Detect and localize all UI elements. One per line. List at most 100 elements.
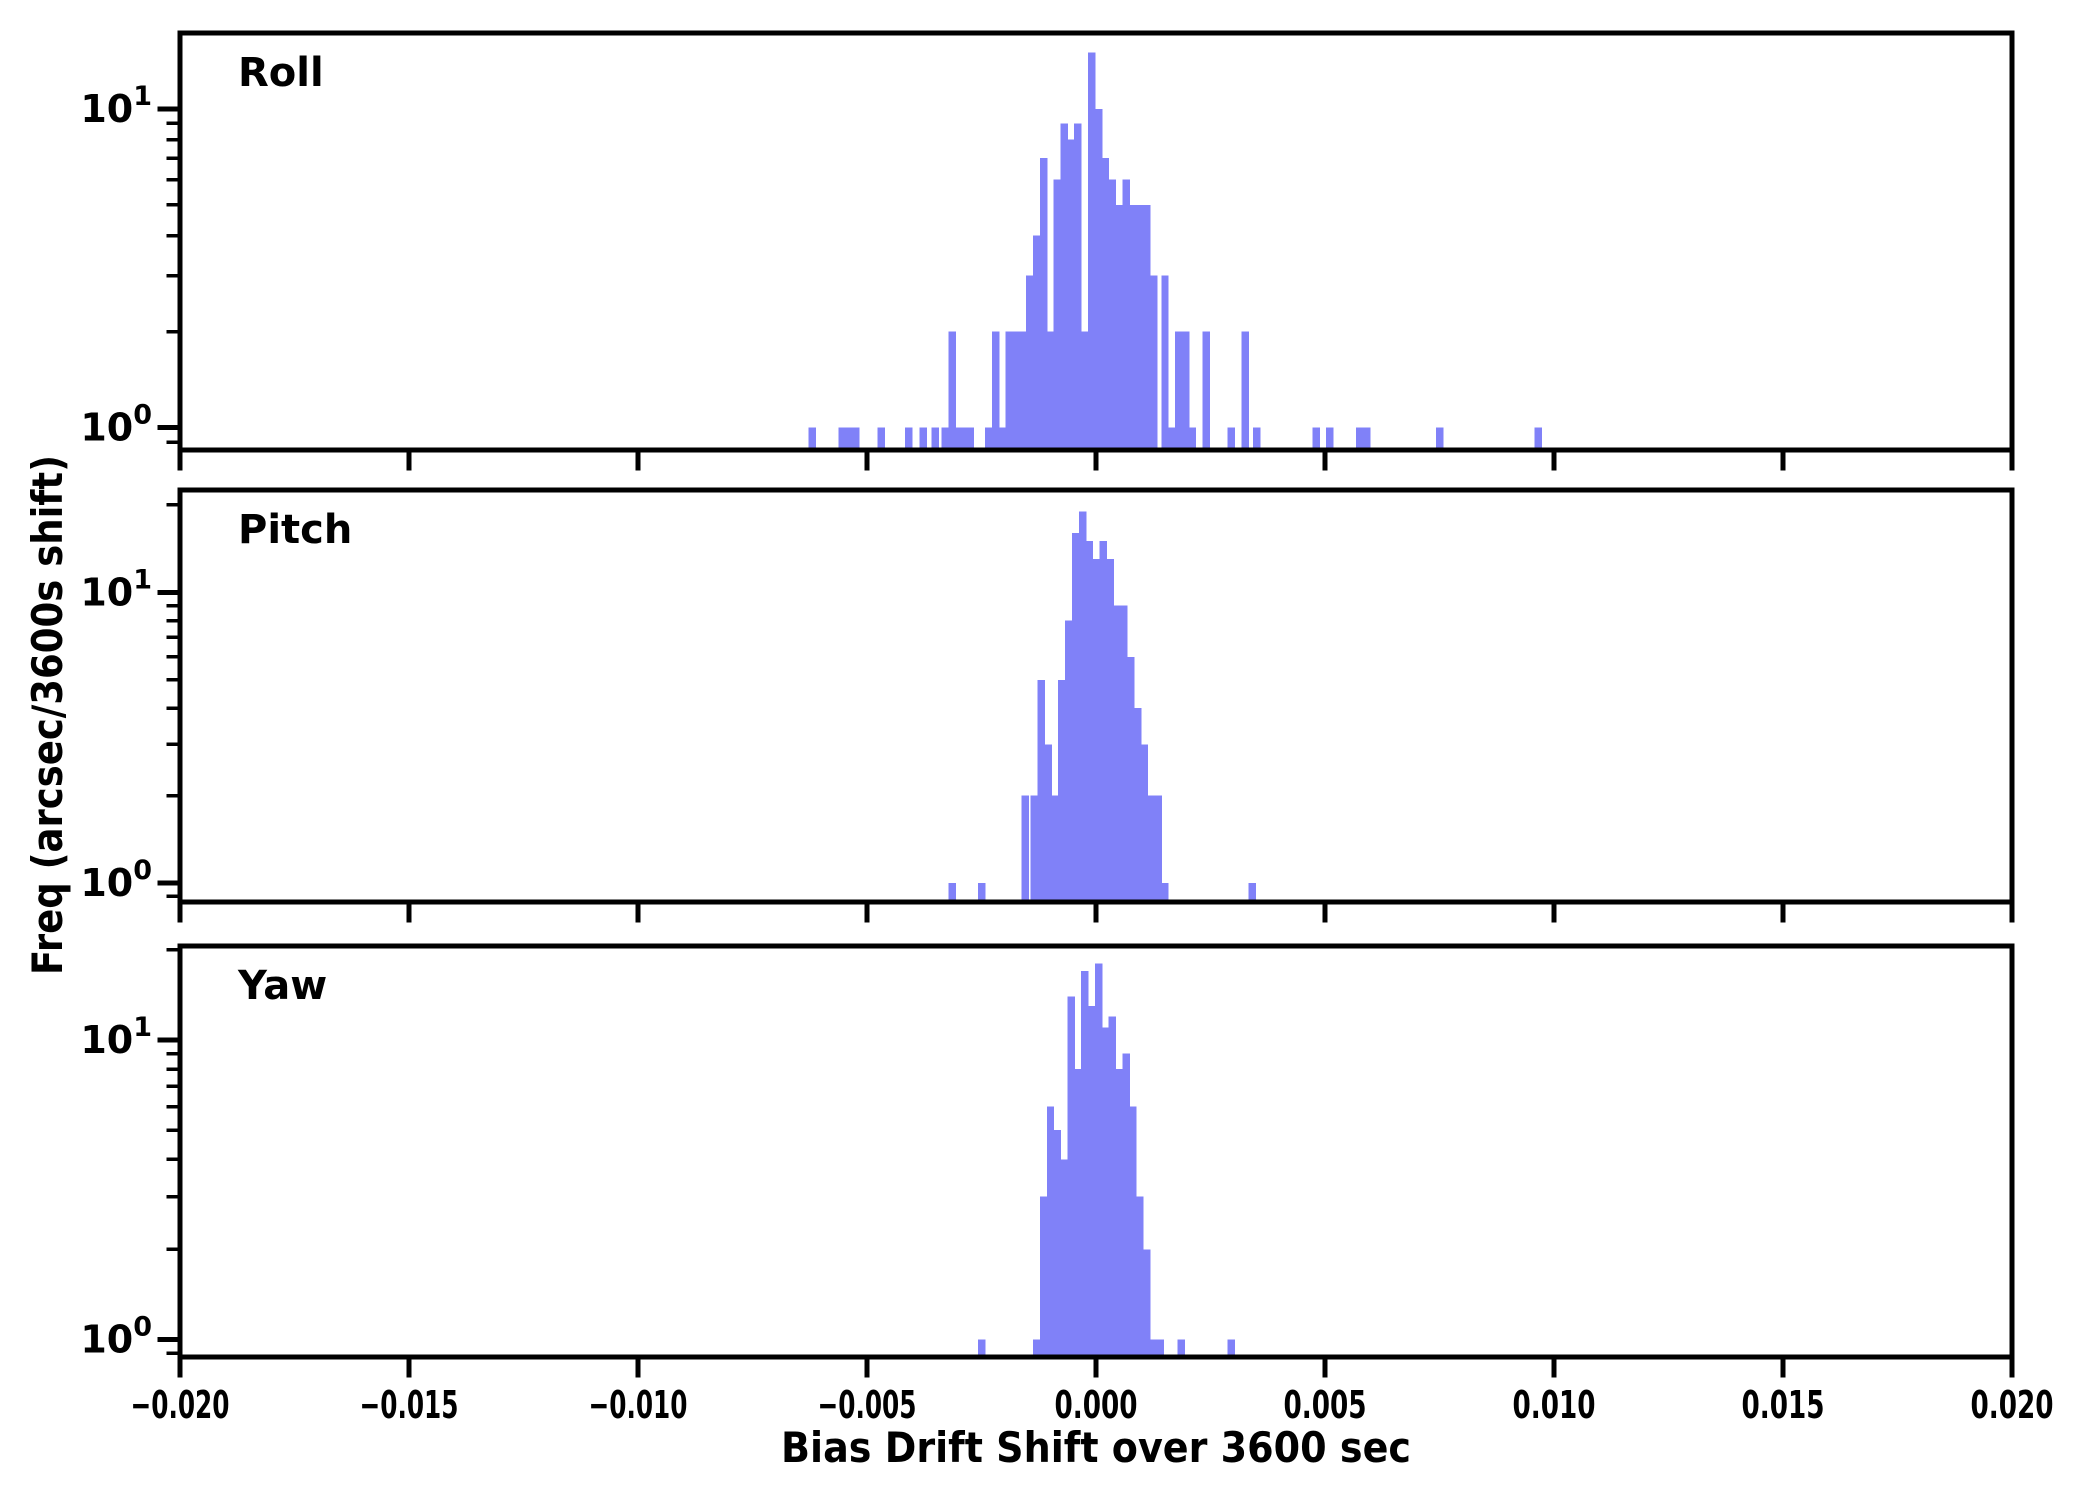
- histogram-bar: [931, 427, 939, 450]
- histogram-bar: [1142, 204, 1151, 450]
- panel-spines: [177, 487, 2015, 905]
- histogram-bar: [984, 427, 993, 450]
- panel-title-pitch: Pitch: [238, 507, 352, 553]
- histogram-bar: [1039, 158, 1048, 450]
- histogram-bar: [1021, 795, 1030, 902]
- y-tick-label: 101: [80, 81, 152, 131]
- histogram-bar: [1081, 970, 1089, 1357]
- histogram-bar: [1133, 708, 1142, 902]
- histogram-bar: [1081, 331, 1089, 450]
- histogram-bar: [955, 427, 963, 450]
- x-tick-marks: [177, 902, 2015, 923]
- histogram-bar: [1039, 1196, 1048, 1357]
- histogram-bar: [1065, 620, 1073, 902]
- histogram-bar: [1053, 179, 1062, 451]
- histogram-bar: [1326, 427, 1334, 450]
- histogram-bar: [1161, 275, 1169, 450]
- histogram-bar: [1126, 656, 1135, 902]
- x-tick-label: −0.005: [818, 1383, 917, 1427]
- histogram-bar: [1136, 1196, 1144, 1357]
- histogram-bar: [1094, 963, 1103, 1357]
- histogram-bar: [1085, 541, 1094, 902]
- histogram-bar: [1113, 605, 1121, 902]
- histogram-bar: [1026, 275, 1034, 450]
- histogram-bar: [1037, 679, 1046, 902]
- histogram-bar: [1115, 1069, 1123, 1357]
- histogram-bar: [1078, 511, 1087, 902]
- x-tick-label: 0.010: [1513, 1383, 1596, 1427]
- panel-spines: [177, 943, 2015, 1360]
- histogram-bar: [1181, 331, 1190, 450]
- histogram-bar: [1362, 427, 1371, 450]
- histogram-bar: [1060, 123, 1068, 450]
- histogram-bar: [978, 1339, 986, 1357]
- histogram-bar: [959, 427, 968, 450]
- histogram-bar: [1355, 427, 1364, 450]
- histogram-bar: [1252, 427, 1261, 450]
- x-tick-label: 0.005: [1284, 1383, 1367, 1427]
- histogram-bar: [1161, 882, 1169, 902]
- histogram-bar: [941, 427, 949, 450]
- x-tick-label: 0.000: [1055, 1383, 1138, 1427]
- histogram-bars: [808, 52, 1543, 451]
- histogram-bar: [1154, 795, 1162, 902]
- panel-spines: [177, 30, 2015, 453]
- histogram-bar: [998, 427, 1007, 450]
- histogram-bar: [852, 427, 860, 450]
- histogram-bar: [845, 427, 853, 450]
- histogram-bar: [1140, 744, 1149, 902]
- histogram-bar: [1058, 679, 1066, 902]
- y-tick-label: 101: [80, 1012, 152, 1062]
- histogram-bar: [1074, 1069, 1082, 1357]
- panel-roll: 100 101: [80, 30, 2015, 471]
- histogram-bar: [991, 331, 1000, 450]
- histogram-bar: [1030, 795, 1039, 902]
- histogram-bar: [1248, 882, 1256, 902]
- histogram-bar: [1142, 1249, 1151, 1357]
- y-axis-label: Freq (arcsec/3600s shift): [23, 455, 72, 975]
- histogram-bar: [838, 427, 846, 450]
- x-tick-label: −0.010: [589, 1383, 688, 1427]
- histogram-bar: [1177, 1339, 1185, 1357]
- histogram-bar: [1033, 1339, 1041, 1357]
- histogram-bar: [1106, 559, 1114, 902]
- x-tick-labels: −0.020 −0.015 −0.010 −0.005 0.000 0.005 0.010 0…: [131, 1383, 2054, 1427]
- histogram-bar: [1168, 427, 1176, 450]
- x-tick-label: −0.020: [131, 1383, 230, 1427]
- histogram-bar: [1436, 427, 1444, 450]
- histogram-bar: [1067, 996, 1075, 1357]
- histogram-bar: [1188, 427, 1197, 450]
- panel-yaw: 100 101 −0.020 −0.015 −0.010 −0.005 0.000 0.005…: [80, 943, 2054, 1427]
- histogram-bar: [978, 882, 986, 902]
- y-tick-label: 100: [80, 1312, 152, 1362]
- histogram-bar: [1149, 1339, 1158, 1357]
- histogram-bar: [1136, 204, 1144, 450]
- y-tick-label: 101: [80, 564, 152, 614]
- histogram-bar: [1241, 331, 1249, 450]
- histogram-bar: [1087, 1005, 1096, 1357]
- histogram-bar: [1108, 1016, 1117, 1357]
- histogram-bar: [904, 427, 913, 450]
- panel-title-roll: Roll: [238, 50, 324, 96]
- histogram-bar: [1120, 605, 1128, 902]
- histogram-bar: [1046, 1106, 1055, 1357]
- histogram-bar: [1012, 331, 1020, 450]
- histogram-bar: [1051, 795, 1059, 902]
- histogram-bar: [1156, 1339, 1165, 1357]
- histogram-bar: [1108, 179, 1117, 451]
- y-tick-label: 100: [80, 855, 152, 905]
- histogram-bar: [1122, 179, 1130, 451]
- histogram-bar: [1202, 331, 1210, 450]
- histogram-bar: [877, 427, 885, 450]
- histogram-bar: [808, 427, 817, 450]
- histogram-bar: [948, 882, 956, 902]
- histogram-bar: [1101, 158, 1110, 450]
- x-tick-marks: [177, 1357, 2015, 1378]
- histogram-bar: [1122, 1053, 1130, 1357]
- histogram-bar: [919, 427, 927, 450]
- y-tick-label: 100: [80, 400, 152, 450]
- histogram-bar: [1071, 533, 1080, 902]
- histogram-bar: [1060, 1159, 1068, 1357]
